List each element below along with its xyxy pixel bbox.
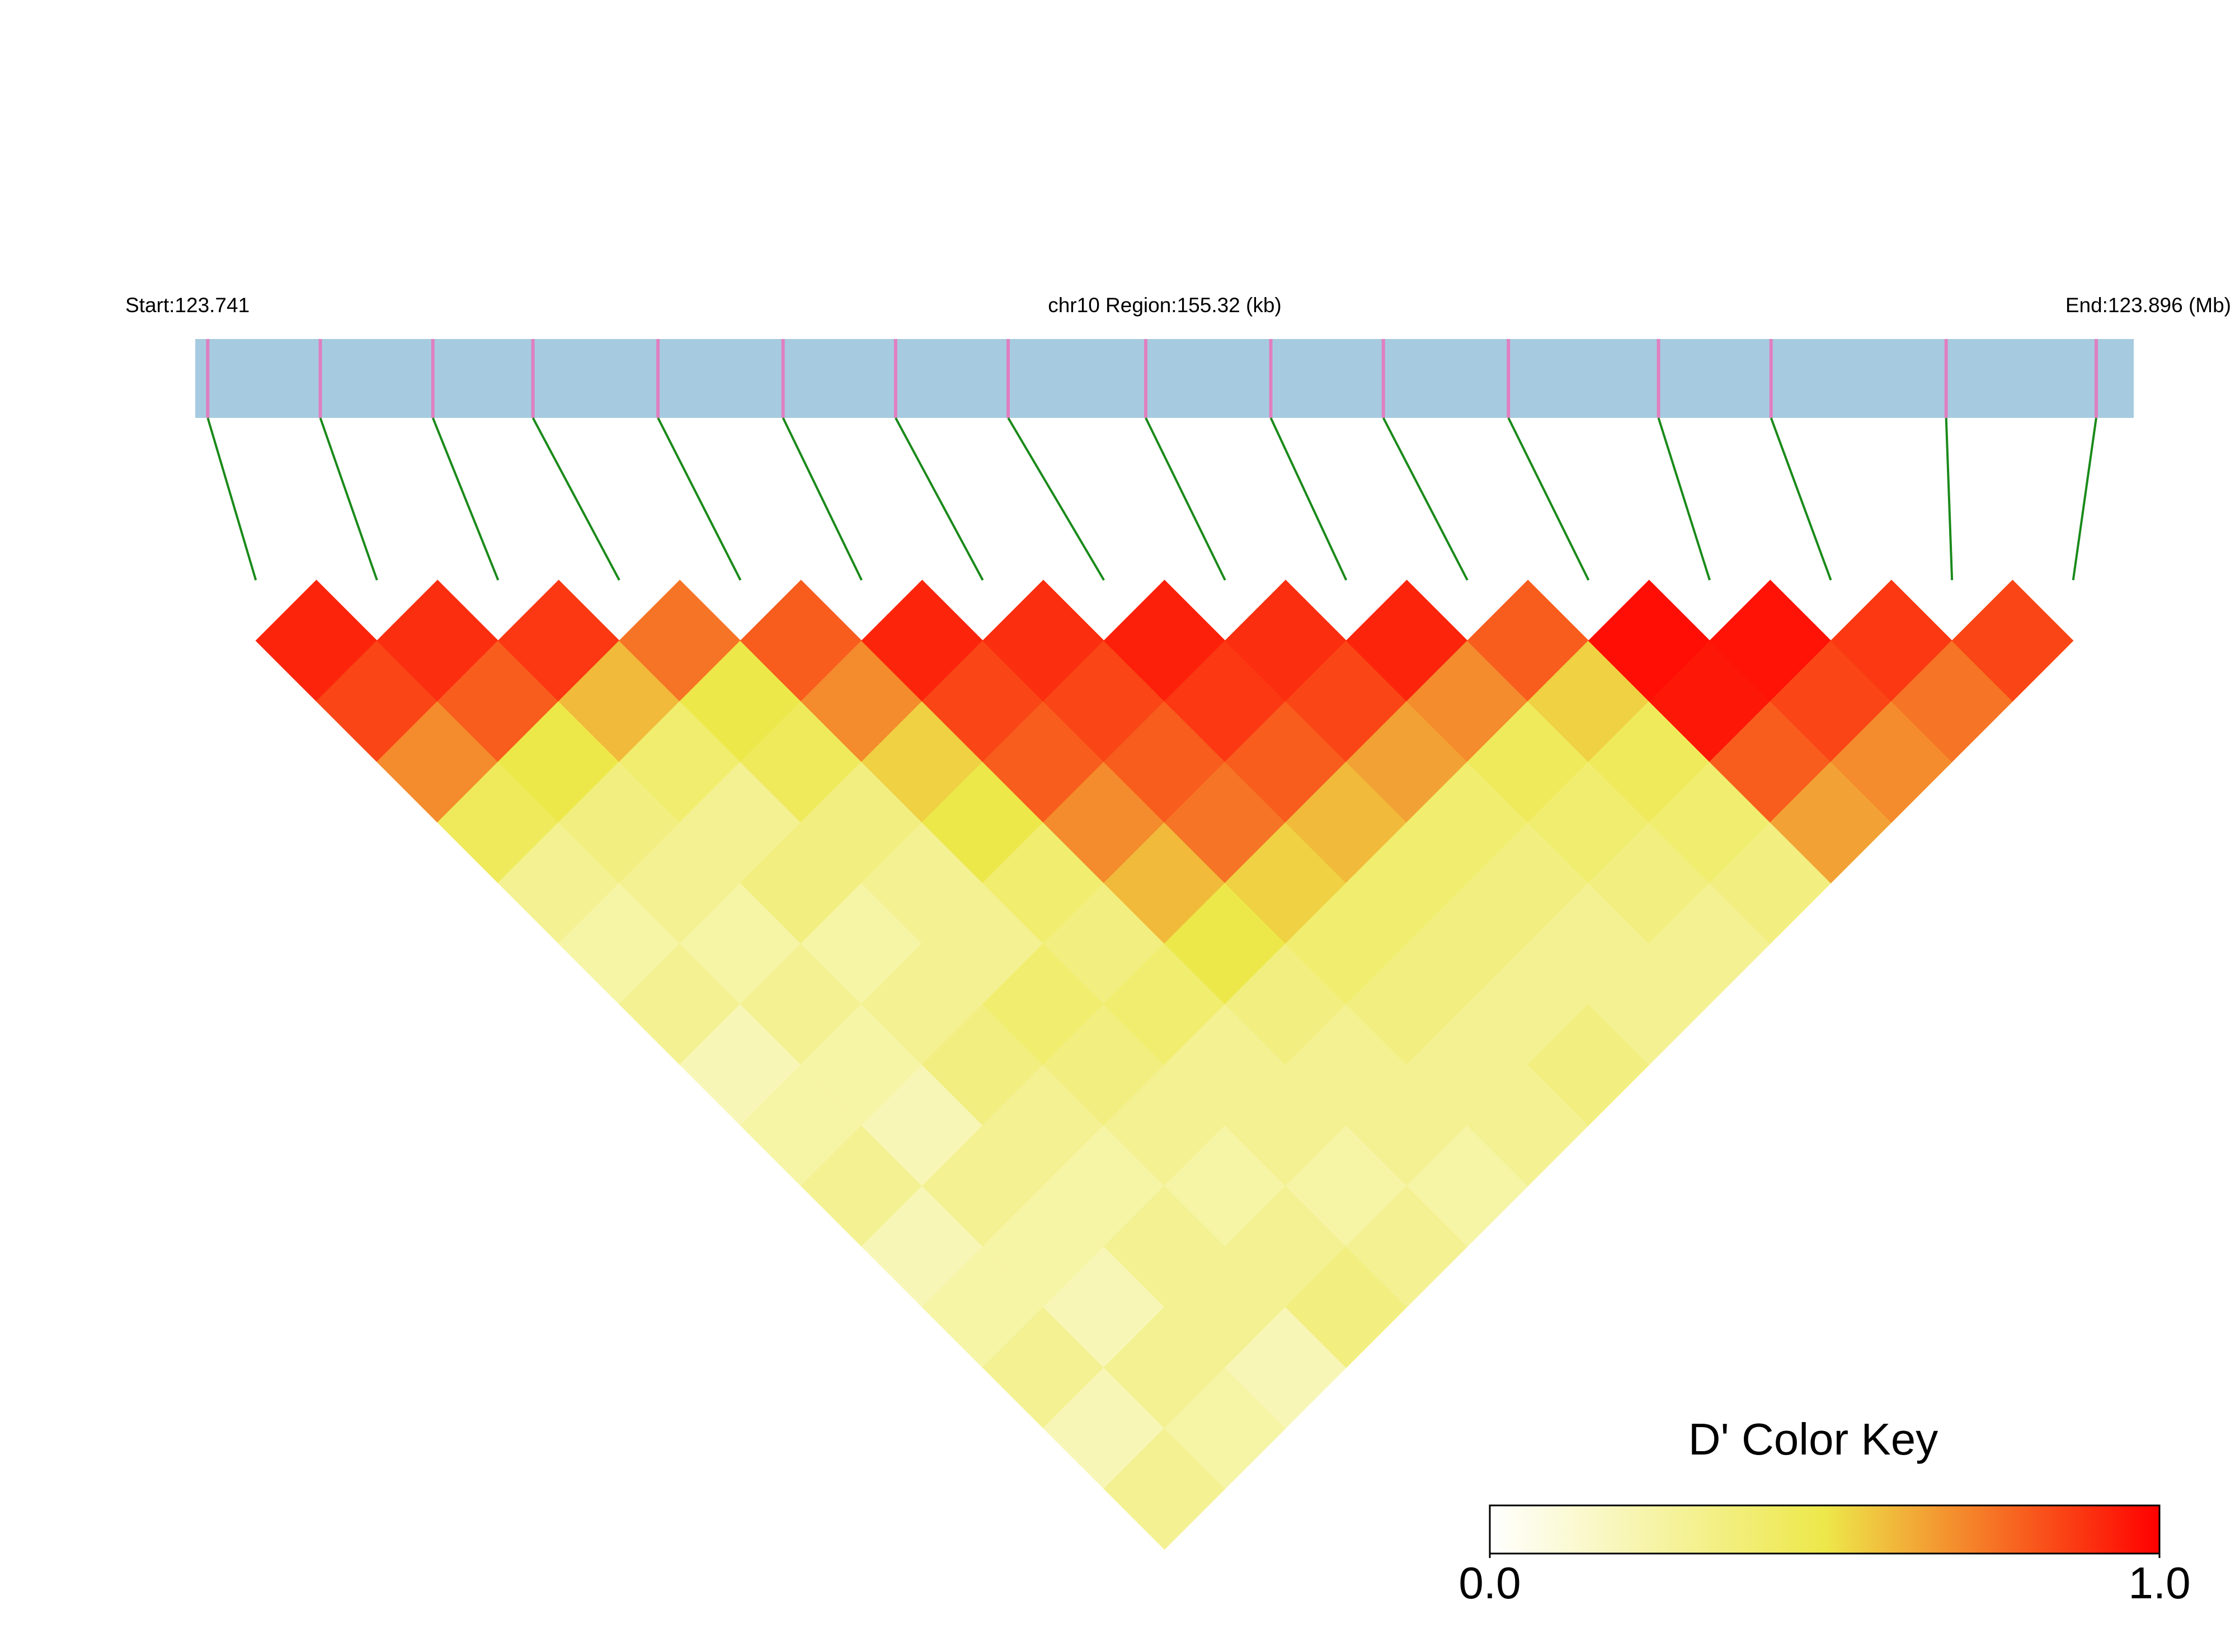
start-label: Start:123.741	[125, 294, 250, 317]
snp-link	[319, 417, 378, 581]
snp-link	[1145, 417, 1226, 581]
color-key-title: D' Color Key	[1688, 1414, 1938, 1464]
color-key-tick-label: 0.0	[1458, 1558, 1521, 1608]
snp-link	[531, 417, 620, 581]
snp-link	[895, 417, 984, 581]
snp-link	[431, 417, 500, 581]
snp-link	[1945, 417, 1954, 581]
snp-link	[657, 417, 742, 581]
snp-link	[782, 417, 863, 581]
snp-bar	[195, 339, 2134, 418]
end-label: End:123.896 (Mb)	[2065, 294, 2231, 317]
snp-link	[1269, 417, 1348, 581]
ld-cell	[1951, 580, 2074, 702]
color-key-bar	[1489, 1504, 2161, 1555]
region-label: chr10 Region:155.32 (kb)	[1048, 294, 1282, 317]
snp-link	[206, 417, 257, 581]
snp-link	[2072, 417, 2097, 581]
snp-link	[1770, 417, 1832, 581]
snp-link	[1007, 417, 1105, 581]
snp-link	[1507, 417, 1590, 581]
snp-link	[1657, 417, 1711, 581]
snp-link	[1382, 417, 1469, 581]
color-key-tick-label: 1.0	[2128, 1558, 2190, 1608]
